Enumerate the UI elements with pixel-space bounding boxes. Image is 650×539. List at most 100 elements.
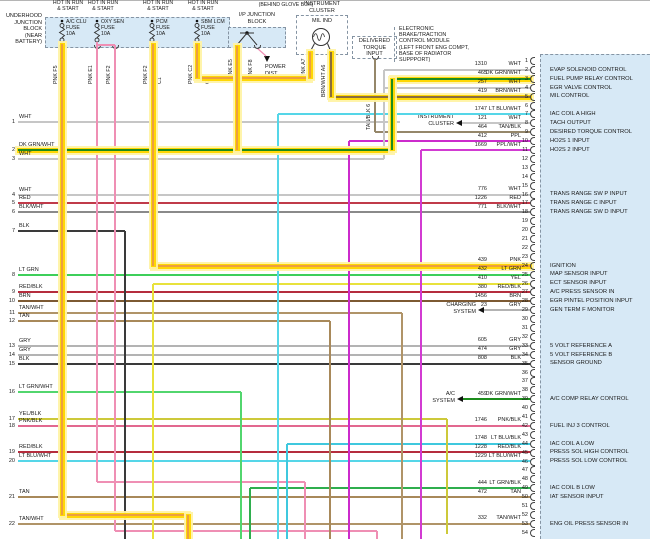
- row-number: 22: [8, 521, 15, 527]
- wire-number-label: 121: [477, 114, 487, 121]
- pin-function-label: MIL CONTROL: [550, 93, 590, 100]
- wire-segment: [391, 79, 393, 150]
- pin-connector-icon: [530, 226, 535, 235]
- pin-function-label: MAP SENSOR INPUT: [550, 271, 608, 278]
- pin-connector-icon: [530, 279, 535, 288]
- row-color-label: WHT: [19, 186, 32, 193]
- wire-segment: [18, 418, 447, 420]
- row-number: 3: [11, 156, 15, 162]
- pin-number: 12: [521, 155, 528, 162]
- row-color-label: PNK/BLK: [19, 417, 43, 424]
- pin-function-label: EGR VALVE CONTROL: [550, 84, 612, 91]
- wire-segment: [187, 515, 189, 539]
- pin-number: 4: [524, 84, 528, 91]
- pin-function-label: HO2S 2 INPUT: [550, 146, 590, 153]
- pin-connector-icon: [530, 306, 535, 315]
- row-color-label: WHT: [19, 150, 32, 157]
- power-dist-stub-wire: [256, 47, 267, 57]
- pin-number: 3: [524, 75, 528, 82]
- pin-number: 39: [521, 396, 528, 403]
- wire-segment: [124, 231, 126, 539]
- wire-segment: [197, 77, 310, 79]
- wire-color-label: PPL: [510, 132, 521, 139]
- pin-connector-icon: [530, 137, 535, 146]
- wire-segment: [462, 122, 531, 124]
- wire-number-label: 412: [477, 132, 487, 139]
- row-color-label: BRN: [19, 292, 31, 299]
- row-number: 17: [8, 416, 15, 422]
- wire-segment: [18, 158, 384, 160]
- pin-number: 21: [521, 236, 528, 242]
- pin-function-label: PRESS SOL HIGH CONTROL: [550, 449, 629, 456]
- pin-connector-icon: [530, 359, 535, 368]
- wire-color-label: WHT: [508, 79, 521, 86]
- pin-connector-icon: [530, 243, 535, 252]
- wire-segment: [18, 391, 241, 393]
- row-color-label: RED: [19, 194, 31, 201]
- row-color-label: TAN/WHT: [19, 304, 44, 311]
- pin-connector-icon: [530, 146, 535, 154]
- pin-number: 45: [521, 449, 528, 456]
- charging-system-arrow-icon: [478, 307, 484, 313]
- pin-number: 32: [521, 333, 528, 340]
- wire-segment: [196, 44, 198, 78]
- wire-segment: [97, 481, 305, 483]
- wire-segment: [18, 202, 531, 204]
- pin-connector-icon: [530, 350, 535, 359]
- connector-icon: [253, 44, 261, 49]
- pin-connector-icon: [530, 404, 535, 413]
- pin-connector-icon: [530, 270, 535, 279]
- pin-connector-icon: [530, 92, 535, 101]
- pin-connector-icon: [530, 119, 535, 128]
- pin-number: 41: [521, 414, 528, 420]
- pin-connector-icon: [530, 297, 535, 306]
- pin-number: 33: [521, 342, 528, 349]
- pin-number: 34: [521, 351, 528, 358]
- pin-function-label: EGR PINTEL POSITION INPUT: [550, 298, 633, 305]
- wire-segment: [18, 451, 531, 453]
- wire-segment: [18, 149, 392, 151]
- pin-number: 23: [521, 253, 528, 260]
- wire-segment: [383, 70, 385, 159]
- hot-in-run-label: HOT IN RUN & START: [87, 0, 119, 12]
- pin-connector-icon: [530, 315, 535, 324]
- row-color-label: LT BLU/WHT: [19, 452, 52, 459]
- wire-segment: [250, 487, 531, 489]
- pin-number: 20: [521, 227, 528, 234]
- row-color-label: TAN/WHT: [19, 515, 44, 522]
- pin-number: 9: [524, 129, 528, 136]
- wire-tag-label: PNK E1: [88, 65, 94, 84]
- row-number: 12: [8, 318, 15, 324]
- pin-function-label: TACH OUTPUT: [550, 120, 591, 127]
- wire-color-label: LT BLU/BLK: [490, 435, 521, 442]
- pin-function-label: EVAP SOLENOID CONTROL: [550, 66, 627, 73]
- pin-function-label: PRESS SOL LOW CONTROL: [550, 458, 628, 465]
- power-dist-arrow-label: POWER DIST SYSTEM: [265, 64, 288, 83]
- wire-segment: [97, 44, 115, 46]
- wire-color-label: GRY: [509, 346, 521, 353]
- wire-number-label: 439: [477, 257, 487, 264]
- wire-segment: [18, 425, 531, 427]
- row-number: 11: [9, 310, 15, 316]
- pin-connector-icon: [530, 475, 535, 484]
- wire-color-label: GRY: [509, 301, 521, 308]
- row-color-label: LT GRN: [19, 266, 39, 273]
- pin-number: 47: [521, 467, 528, 474]
- wire-tag-label: TAN/BLK 6: [366, 103, 372, 130]
- pin-connector-icon: [530, 288, 535, 297]
- pin-number: 46: [521, 458, 528, 465]
- pin-number: 43: [521, 431, 528, 438]
- pin-function-label: IAC COIL A LOW: [550, 440, 595, 447]
- ebtcm-label: ELECTRONIC BRAKE/TRACTION CONTROL MODULE…: [399, 26, 469, 64]
- wire-segment: [401, 313, 403, 539]
- row-number: 4: [11, 192, 15, 198]
- pin-function-label: TRANS RANGE SW P INPUT: [550, 191, 628, 198]
- pin-connector-icon: [530, 519, 535, 528]
- hot-in-run-label: HOT IN RUN & START: [142, 0, 174, 12]
- pin-connector-icon: [530, 368, 535, 377]
- row-number: 9: [11, 289, 15, 295]
- wire-segment: [18, 320, 330, 322]
- pin-number: 29: [521, 307, 528, 314]
- pin-function-label: GEN TERM F MONITOR: [550, 307, 615, 313]
